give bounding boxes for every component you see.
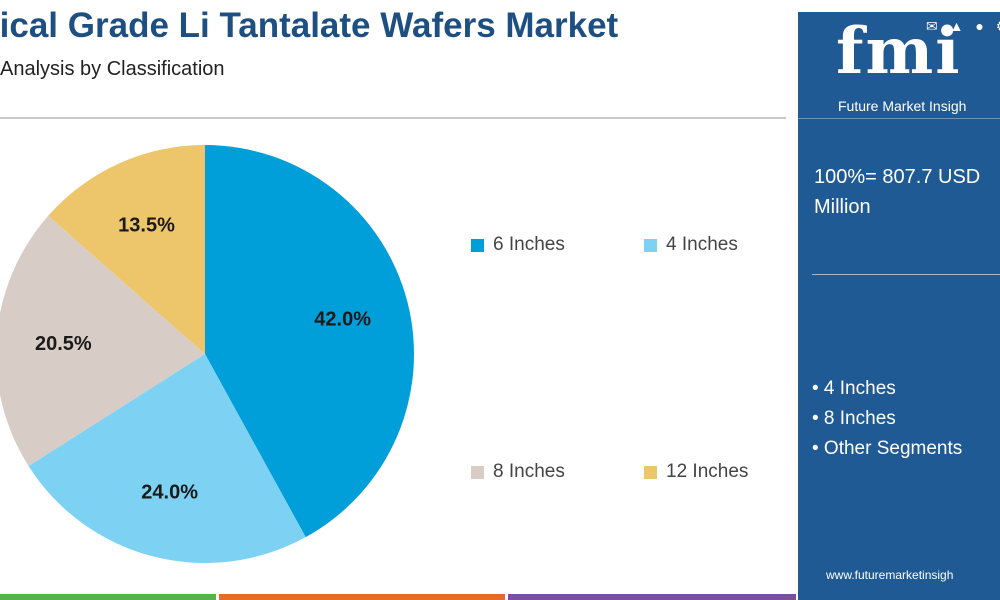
slice-label-4-inches: 24.0% <box>141 482 198 504</box>
footer-bar-purple <box>508 594 796 600</box>
pie-slice-12-inches <box>48 145 205 354</box>
segment-item: • 4 Inches <box>812 378 896 399</box>
pie-chart: 42.0% 24.0% 20.5% 13.5% <box>0 145 414 563</box>
market-total-unit: Million <box>814 196 871 218</box>
market-total-value: 100%= 807.7 USD <box>814 166 981 188</box>
legend-swatch-12-inches <box>644 465 657 479</box>
mail-icon: ✉ <box>926 18 938 34</box>
legend-item-4-inches: 4 Inches <box>644 234 738 256</box>
summary-panel: fmi ✉ ▲ ● ⚙ Future Market Insigh 100%= 8… <box>798 12 1000 600</box>
website-link[interactable]: www.futuremarketinsigh <box>826 568 954 582</box>
legend-item-8-inches: 8 Inches <box>471 461 565 483</box>
legend-swatch-8-inches <box>471 465 484 479</box>
panel-divider <box>812 274 1000 275</box>
legend-swatch-4-inches <box>644 238 657 252</box>
chart-subtitle: al Analysis by Classification <box>0 58 225 80</box>
logo-subtitle: Future Market Insigh <box>838 98 967 114</box>
pie-slice-4-inches <box>28 354 306 563</box>
slice-label-6-inches: 42.0% <box>314 309 371 331</box>
footer-bar-orange <box>219 594 505 600</box>
logo-icon-row: ✉ ▲ ● ⚙ <box>926 18 1000 35</box>
segment-item: • Other Segments <box>812 438 963 459</box>
logo-divider <box>798 118 1000 119</box>
pie-slice-6-inches <box>205 145 414 538</box>
chart-icon: ▲ <box>949 18 964 34</box>
fmi-logo: fmi <box>836 14 962 89</box>
footer-bar-green <box>0 594 216 600</box>
slice-label-12-inches: 13.5% <box>118 214 175 236</box>
chart-title: tical Grade Li Tantalate Wafers Market <box>0 6 619 45</box>
person-icon: ● <box>975 18 984 34</box>
title-divider <box>0 117 786 119</box>
legend-label-12-inches: 12 Inches <box>666 461 749 482</box>
legend-label-8-inches: 8 Inches <box>493 461 565 482</box>
segment-list: • 4 Inches • 8 Inches • Other Segments <box>812 374 962 464</box>
slice-label-8-inches: 20.5% <box>35 333 92 355</box>
segment-item: • 8 Inches <box>812 408 896 429</box>
legend-swatch-6-inches <box>471 238 484 252</box>
footer-bar-blue <box>798 594 1000 600</box>
legend-item-12-inches: 12 Inches <box>644 461 748 483</box>
pie-slice-8-inches <box>0 215 205 466</box>
legend-label-6-inches: 6 Inches <box>493 234 565 255</box>
legend-label-4-inches: 4 Inches <box>666 234 738 255</box>
market-total: 100%= 807.7 USD Million <box>814 162 1000 222</box>
gear-icon: ⚙ <box>996 18 1000 34</box>
legend-item-6-inches: 6 Inches <box>471 234 565 256</box>
